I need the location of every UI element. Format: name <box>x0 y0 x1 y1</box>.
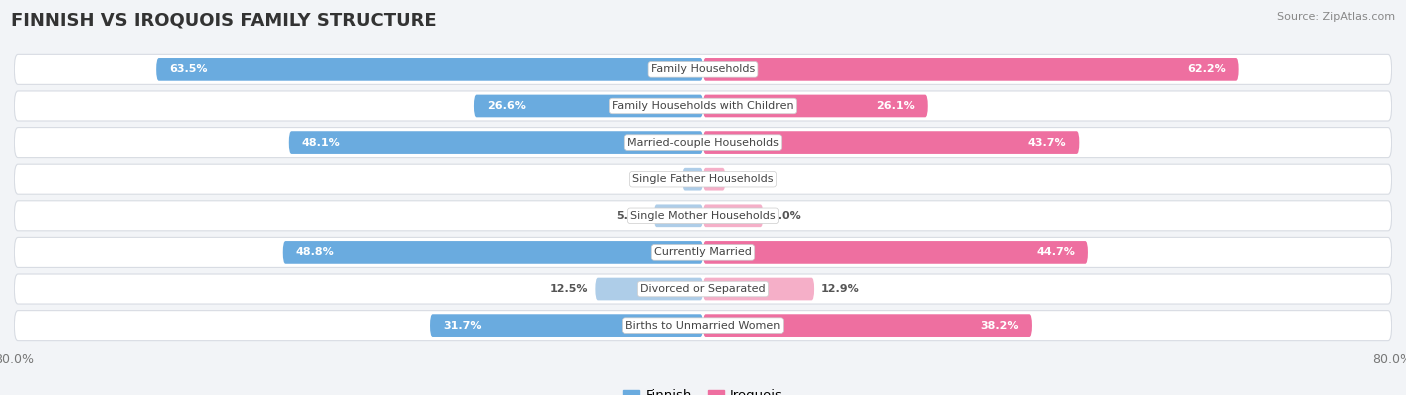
FancyBboxPatch shape <box>703 58 1239 81</box>
Text: 2.6%: 2.6% <box>733 174 763 184</box>
Text: 43.7%: 43.7% <box>1028 137 1066 148</box>
FancyBboxPatch shape <box>430 314 703 337</box>
FancyBboxPatch shape <box>703 95 928 117</box>
FancyBboxPatch shape <box>14 201 1392 231</box>
Text: 31.7%: 31.7% <box>443 321 481 331</box>
FancyBboxPatch shape <box>703 314 1032 337</box>
FancyBboxPatch shape <box>703 168 725 190</box>
FancyBboxPatch shape <box>703 131 1080 154</box>
Text: Single Mother Households: Single Mother Households <box>630 211 776 221</box>
FancyBboxPatch shape <box>703 205 763 227</box>
FancyBboxPatch shape <box>703 241 1088 264</box>
FancyBboxPatch shape <box>156 58 703 81</box>
Text: 2.4%: 2.4% <box>644 174 675 184</box>
Text: Currently Married: Currently Married <box>654 247 752 258</box>
Legend: Finnish, Iroquois: Finnish, Iroquois <box>617 384 789 395</box>
FancyBboxPatch shape <box>14 128 1392 158</box>
Text: 62.2%: 62.2% <box>1187 64 1226 74</box>
Text: Family Households: Family Households <box>651 64 755 74</box>
Text: Divorced or Separated: Divorced or Separated <box>640 284 766 294</box>
Text: 38.2%: 38.2% <box>980 321 1019 331</box>
Text: FINNISH VS IROQUOIS FAMILY STRUCTURE: FINNISH VS IROQUOIS FAMILY STRUCTURE <box>11 12 437 30</box>
FancyBboxPatch shape <box>703 278 814 300</box>
FancyBboxPatch shape <box>654 205 703 227</box>
FancyBboxPatch shape <box>283 241 703 264</box>
Text: 12.5%: 12.5% <box>550 284 589 294</box>
FancyBboxPatch shape <box>14 91 1392 121</box>
Text: 48.8%: 48.8% <box>295 247 335 258</box>
Text: 48.1%: 48.1% <box>302 137 340 148</box>
Text: Married-couple Households: Married-couple Households <box>627 137 779 148</box>
Text: 26.1%: 26.1% <box>876 101 915 111</box>
Text: 44.7%: 44.7% <box>1036 247 1076 258</box>
Text: 5.7%: 5.7% <box>616 211 647 221</box>
Text: Births to Unmarried Women: Births to Unmarried Women <box>626 321 780 331</box>
FancyBboxPatch shape <box>14 164 1392 194</box>
FancyBboxPatch shape <box>474 95 703 117</box>
FancyBboxPatch shape <box>14 237 1392 267</box>
Text: 12.9%: 12.9% <box>821 284 859 294</box>
Text: 7.0%: 7.0% <box>770 211 801 221</box>
Text: 63.5%: 63.5% <box>169 64 208 74</box>
Text: 26.6%: 26.6% <box>486 101 526 111</box>
FancyBboxPatch shape <box>682 168 703 190</box>
FancyBboxPatch shape <box>595 278 703 300</box>
Text: Family Households with Children: Family Households with Children <box>612 101 794 111</box>
Text: Single Father Households: Single Father Households <box>633 174 773 184</box>
FancyBboxPatch shape <box>14 310 1392 340</box>
FancyBboxPatch shape <box>14 55 1392 85</box>
FancyBboxPatch shape <box>288 131 703 154</box>
FancyBboxPatch shape <box>14 274 1392 304</box>
Text: Source: ZipAtlas.com: Source: ZipAtlas.com <box>1277 12 1395 22</box>
